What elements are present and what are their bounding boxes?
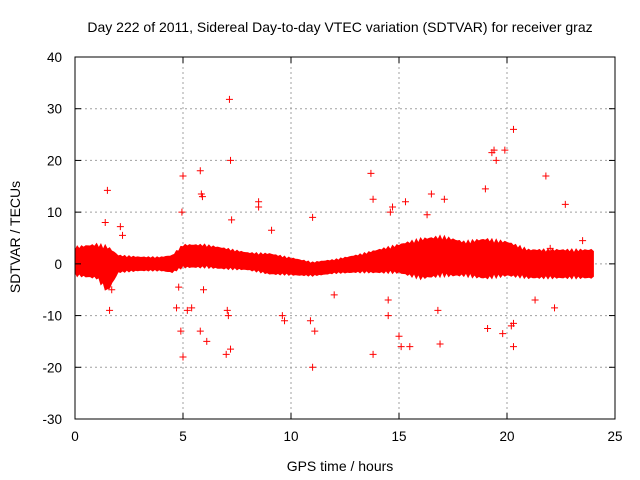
x-tick-label: 20 [499,429,514,444]
outlier-point [309,213,317,221]
outlier-point [173,304,181,312]
outlier-point [203,337,211,345]
chart-title: Day 222 of 2011, Sidereal Day-to-day VTE… [87,19,592,35]
outlier-point [108,286,116,294]
outlier-point [423,211,431,219]
outlier-point [196,327,204,335]
outlier-point [501,146,509,154]
outlier-point [386,208,394,216]
x-tick-label: 10 [283,429,298,444]
outlier-point [106,306,114,314]
outlier-point [175,283,183,291]
outlier-point [311,327,319,335]
outlier-point [499,330,507,338]
outlier-point [434,306,442,314]
outlier-point [397,343,405,351]
outlier-point [509,125,517,133]
outlier-point [551,304,559,312]
outlier-point [255,203,263,211]
y-tick-label: -10 [42,309,62,324]
x-tick-label: 5 [179,429,187,444]
outlier-point [389,203,397,211]
outlier-point [484,325,492,332]
outlier-point [223,306,231,314]
outlier-point [179,172,187,180]
outlier-point [196,167,204,175]
outlier-point [509,319,517,327]
outlier-point [330,291,338,299]
outlier-point [224,312,232,320]
x-tick-label: 15 [391,429,406,444]
outlier-point [384,312,392,320]
outlier-point [306,317,314,325]
outlier-point [227,156,235,164]
data-points [74,95,594,371]
y-tick-label: -20 [42,360,62,375]
outlier-point [531,296,539,304]
outlier-point [227,345,235,353]
y-tick-label: 10 [47,205,62,220]
outlier-point [178,208,186,216]
outlier-point [222,350,230,358]
outlier-point [481,185,489,193]
outlier-point [542,172,550,180]
outlier-point [116,223,124,231]
outlier-point [579,237,587,245]
outlier-point [546,244,554,252]
outlier-point [225,95,233,103]
dense-sample-band [74,234,594,291]
outlier-point [492,156,500,164]
outlier-point [395,332,403,340]
x-axis-label: GPS time / hours [287,458,394,474]
outlier-point [103,186,111,194]
outlier-point [367,169,375,177]
outlier-point [309,363,317,371]
outlier-point [188,304,196,312]
outlier-point [436,340,444,348]
outlier-point [561,200,569,208]
outlier-point [369,195,377,203]
y-tick-label: 30 [47,102,62,117]
outlier-point [440,195,448,203]
outlier-point [268,226,276,234]
x-tick-label: 0 [71,429,79,444]
outlier-point [281,317,289,325]
outlier-point [401,198,409,206]
outlier-point [198,193,206,201]
outlier-point [490,146,498,154]
y-tick-label: -30 [42,412,62,427]
outlier-point [369,350,377,358]
outlier-point [384,296,392,304]
outlier-point [183,306,191,314]
outlier-point [119,231,127,239]
outlier-point [427,190,435,198]
outlier-point [509,343,517,351]
outlier-point [179,353,187,361]
y-tick-label: 40 [47,50,62,65]
outlier-point [177,327,185,335]
outlier-point [406,343,414,351]
y-tick-label: 0 [54,257,62,272]
outlier-point [200,286,208,294]
axis-ticks: 0 5 10 15 20 25 -30 -20 -10 0 10 20 30 40 [42,50,622,444]
outlier-point [228,216,236,224]
x-tick-label: 25 [607,429,622,444]
plot-frame [74,56,616,420]
y-axis-label: SDTVAR / TECUs [7,181,23,293]
outlier-point [278,312,286,320]
outlier-point [101,218,109,226]
y-tick-label: 20 [47,153,62,168]
